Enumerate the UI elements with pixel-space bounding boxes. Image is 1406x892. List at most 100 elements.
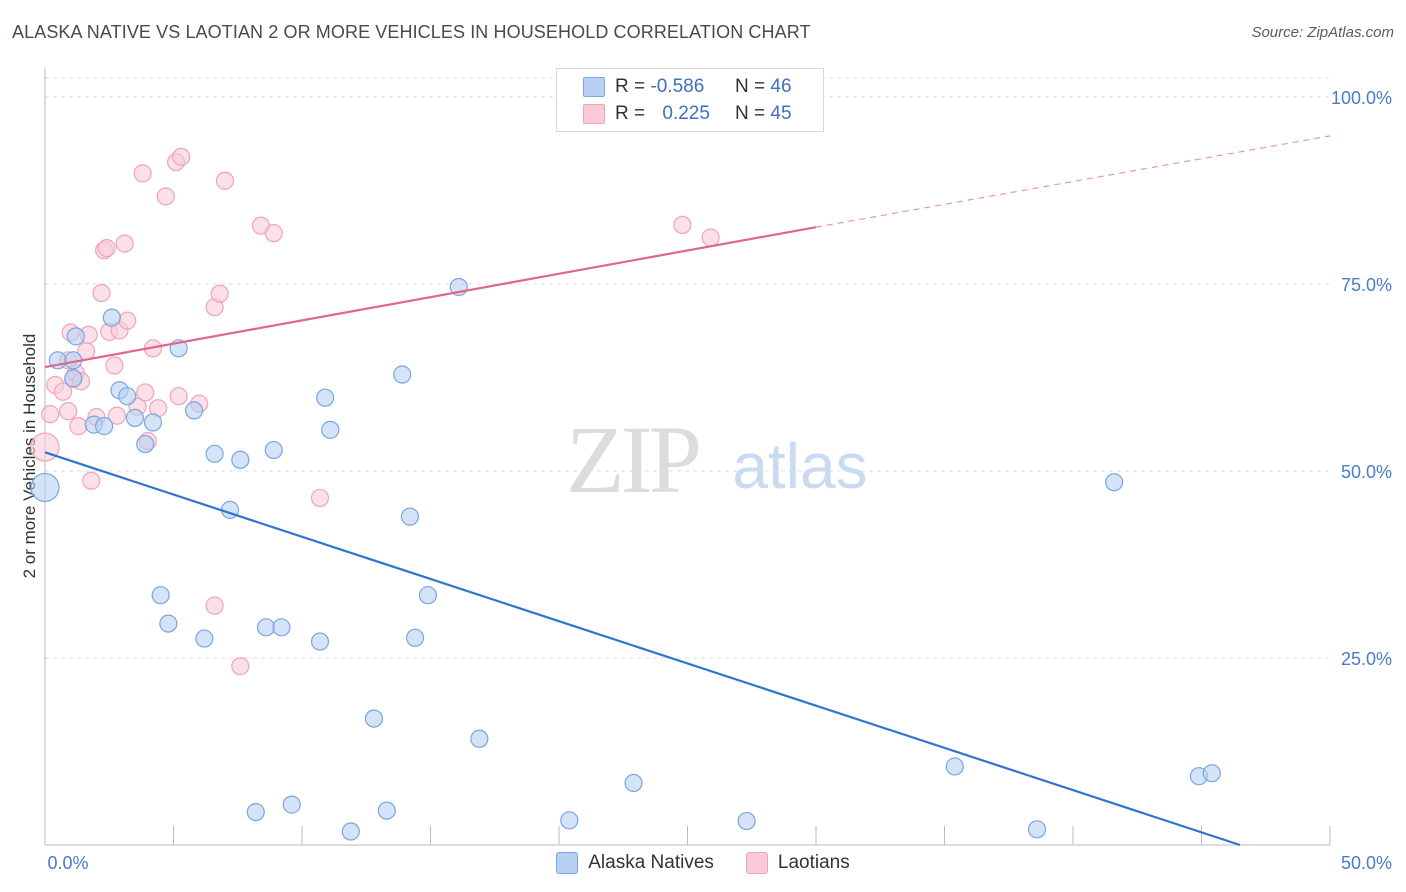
point-laotians [136,383,155,402]
correlation-legend: R = -0.586 N = 46 R = 0.225 N = 45 [556,68,824,132]
point-alaska-natives [624,773,643,793]
legend-r-label: R = [615,103,646,124]
legend-swatch-laotians [583,104,605,124]
legend-r-alaska-natives: R = -0.586 [615,76,735,98]
legend-r-laotians: R = 0.225 [615,103,735,125]
point-laotians [59,402,78,421]
trend-lines [44,135,1331,847]
legend-item-alaska-natives: Alaska Natives [556,852,714,874]
point-alaska-natives [136,434,155,454]
point-laotians [69,417,88,436]
point-alaska-natives [231,450,250,469]
legend-n-value: 46 [770,76,792,97]
trend-line-laotians [44,226,817,369]
point-alaska-natives [66,327,85,346]
point-alaska-natives [102,308,121,327]
legend-label-alaska-natives: Alaska Natives [588,852,714,873]
point-alaska-natives [195,629,214,648]
point-alaska-natives [143,413,163,432]
legend-swatch-alaska-natives [556,852,579,874]
point-alaska-natives [125,408,145,427]
point-laotians [215,171,234,190]
point-alaska-natives [364,709,384,728]
watermark-zip: ZIP [566,406,699,513]
series-laotians [30,147,720,676]
tick-labels: 25.0% 50.0% 75.0% 100.0% 0.0% 50.0% [47,88,1392,873]
point-laotians [53,382,73,401]
watermark-atlas: atlas [732,430,867,502]
trend-line-laotians-extension [815,135,1331,228]
point-alaska-natives [95,417,114,436]
point-alaska-natives [256,618,276,637]
point-laotians [97,238,116,258]
series-legend: Alaska Natives Laotians [0,852,1406,874]
point-alaska-natives [118,387,137,406]
point-laotians [310,488,330,508]
point-laotians [231,657,250,676]
point-alaska-natives [341,822,360,841]
point-laotians [169,387,188,406]
y-tick-label: 75.0% [1341,275,1392,295]
point-laotians [115,234,134,253]
point-alaska-natives [1202,764,1221,783]
legend-swatch-laotians [745,852,768,874]
point-laotians [205,596,224,615]
trend-line-alaska-natives [44,451,1241,847]
point-alaska-natives [30,472,60,503]
legend-n-label: N = [735,76,766,97]
legend-swatch-alaska-natives [583,77,605,97]
point-laotians [156,187,175,206]
point-alaska-natives [377,801,396,820]
point-alaska-natives [205,444,224,463]
point-alaska-natives [1105,473,1124,492]
point-alaska-natives [184,401,204,420]
x-tick-label: 0.0% [47,853,88,873]
point-alaska-natives [151,586,170,605]
point-laotians [92,283,111,303]
point-laotians [107,406,127,425]
legend-row-alaska-natives: R = -0.586 N = 46 [583,76,792,98]
point-alaska-natives [272,618,291,637]
y-tick-label: 100.0% [1331,88,1392,108]
series-alaska-natives [30,277,1221,841]
x-tick-label: 50.0% [1341,853,1392,873]
source-credit: Source: ZipAtlas.com [1251,24,1394,41]
grid-lines [45,77,1330,659]
point-alaska-natives [945,757,964,776]
point-alaska-natives [418,586,438,605]
point-laotians [118,311,137,330]
legend-row-laotians: R = 0.225 N = 45 [583,103,792,125]
point-alaska-natives [470,729,489,748]
point-laotians [172,147,191,166]
point-laotians [133,164,152,183]
legend-n-alaska-natives: N = 46 [735,76,792,98]
legend-label-laotians: Laotians [777,852,850,873]
point-alaska-natives [321,420,340,439]
y-tick-label: 50.0% [1341,462,1392,482]
point-alaska-natives [400,507,420,526]
legend-r-value: 0.225 [662,103,710,124]
point-laotians [82,471,101,490]
point-alaska-natives [393,365,412,384]
chart-title: ALASKA NATIVE VS LAOTIAN 2 OR MORE VEHIC… [12,22,811,42]
point-laotians [30,432,60,462]
point-laotians [264,224,283,243]
y-tick-label: 25.0% [1341,649,1392,669]
point-alaska-natives [1027,820,1047,839]
point-laotians [673,215,692,235]
legend-r-label: R = [615,76,646,97]
point-laotians [701,228,720,247]
point-alaska-natives [316,388,335,407]
point-alaska-natives [310,632,330,651]
point-alaska-natives [737,811,756,831]
point-alaska-natives [560,811,579,830]
point-alaska-natives [64,369,83,388]
point-alaska-natives [264,440,283,460]
point-alaska-natives [405,628,425,647]
point-laotians [105,356,124,375]
legend-item-laotians: Laotians [745,852,850,874]
point-alaska-natives [246,802,265,822]
point-laotians [210,284,229,303]
point-laotians [41,405,60,424]
